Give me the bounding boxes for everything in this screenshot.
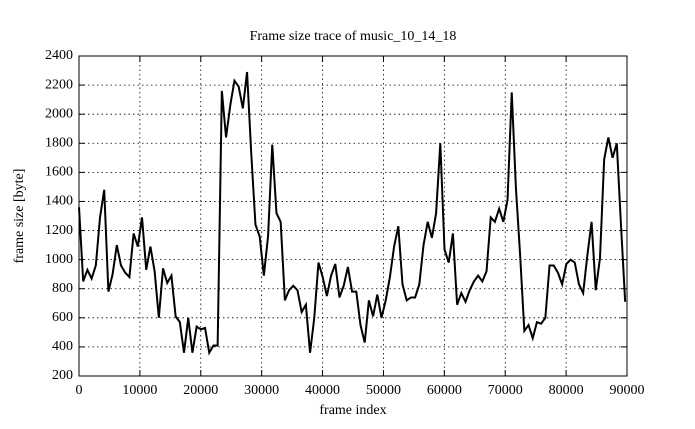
x-tick-label: 50000 xyxy=(366,383,401,398)
x-tick-label: 90000 xyxy=(610,383,645,398)
y-tick-label: 1000 xyxy=(45,252,73,267)
y-tick-label: 2200 xyxy=(45,77,73,92)
y-tick-label: 800 xyxy=(52,281,73,296)
y-tick-label: 400 xyxy=(52,339,73,354)
y-tick-label: 1400 xyxy=(45,194,73,209)
y-tick-label: 1800 xyxy=(45,135,73,150)
x-tick-label: 70000 xyxy=(488,383,523,398)
x-tick-label: 40000 xyxy=(305,383,340,398)
y-tick-label: 600 xyxy=(52,310,73,325)
y-tick-label: 200 xyxy=(52,368,73,383)
x-tick-label: 30000 xyxy=(244,383,279,398)
chart-title: Frame size trace of music_10_14_18 xyxy=(250,29,457,44)
y-tick-label: 1200 xyxy=(45,223,73,238)
y-tick-label: 2400 xyxy=(45,48,73,63)
x-tick-label: 60000 xyxy=(427,383,462,398)
x-tick-label: 20000 xyxy=(183,383,218,398)
plot-frame xyxy=(78,55,628,377)
x-axis-label: frame index xyxy=(319,403,386,418)
x-tick-label: 10000 xyxy=(122,383,157,398)
data-line xyxy=(78,71,627,356)
x-tick-label: 0 xyxy=(76,383,83,398)
y-tick-label: 1600 xyxy=(45,165,73,180)
y-tick-label: 2000 xyxy=(45,106,73,121)
x-tick-label: 80000 xyxy=(549,383,584,398)
y-axis-label: frame size [byte] xyxy=(12,169,27,264)
